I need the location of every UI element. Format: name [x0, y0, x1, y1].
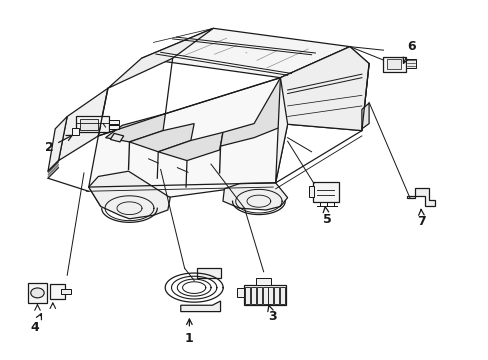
- Polygon shape: [158, 132, 223, 161]
- Text: 4: 4: [30, 314, 41, 334]
- Circle shape: [31, 288, 44, 298]
- Bar: [109, 120, 119, 124]
- Bar: [280, 287, 284, 304]
- Bar: [262, 287, 267, 304]
- Bar: [245, 287, 250, 304]
- Bar: [274, 287, 279, 304]
- Polygon shape: [48, 117, 67, 171]
- Polygon shape: [141, 28, 349, 78]
- Polygon shape: [108, 28, 213, 88]
- Bar: [251, 287, 256, 304]
- Bar: [256, 287, 261, 304]
- Polygon shape: [361, 103, 368, 129]
- Bar: [256, 278, 270, 285]
- Bar: [312, 183, 338, 202]
- Polygon shape: [89, 78, 287, 207]
- Bar: [243, 285, 285, 305]
- Text: 1: 1: [184, 319, 193, 345]
- Bar: [28, 283, 47, 303]
- Polygon shape: [220, 78, 287, 146]
- Bar: [308, 186, 314, 197]
- Text: 3: 3: [267, 305, 276, 323]
- Bar: [80, 119, 98, 130]
- Text: 2: 2: [44, 135, 72, 154]
- Bar: [76, 117, 109, 132]
- Polygon shape: [59, 88, 108, 161]
- Polygon shape: [181, 301, 220, 312]
- Polygon shape: [110, 134, 123, 142]
- Bar: [71, 128, 79, 135]
- Polygon shape: [105, 114, 165, 142]
- Polygon shape: [223, 183, 287, 210]
- Polygon shape: [414, 188, 434, 206]
- Text: 6: 6: [403, 40, 415, 63]
- Bar: [237, 288, 244, 297]
- Bar: [61, 289, 71, 294]
- Polygon shape: [280, 47, 368, 131]
- Text: 7: 7: [417, 209, 426, 228]
- Polygon shape: [196, 268, 220, 278]
- Bar: [268, 287, 273, 304]
- Polygon shape: [89, 171, 170, 219]
- Polygon shape: [407, 195, 414, 198]
- Bar: [50, 284, 65, 299]
- Bar: [386, 59, 400, 69]
- Bar: [109, 125, 119, 129]
- Text: 5: 5: [322, 207, 331, 226]
- Bar: [405, 59, 415, 68]
- Bar: [382, 57, 405, 72]
- Polygon shape: [275, 47, 368, 183]
- Polygon shape: [129, 123, 194, 152]
